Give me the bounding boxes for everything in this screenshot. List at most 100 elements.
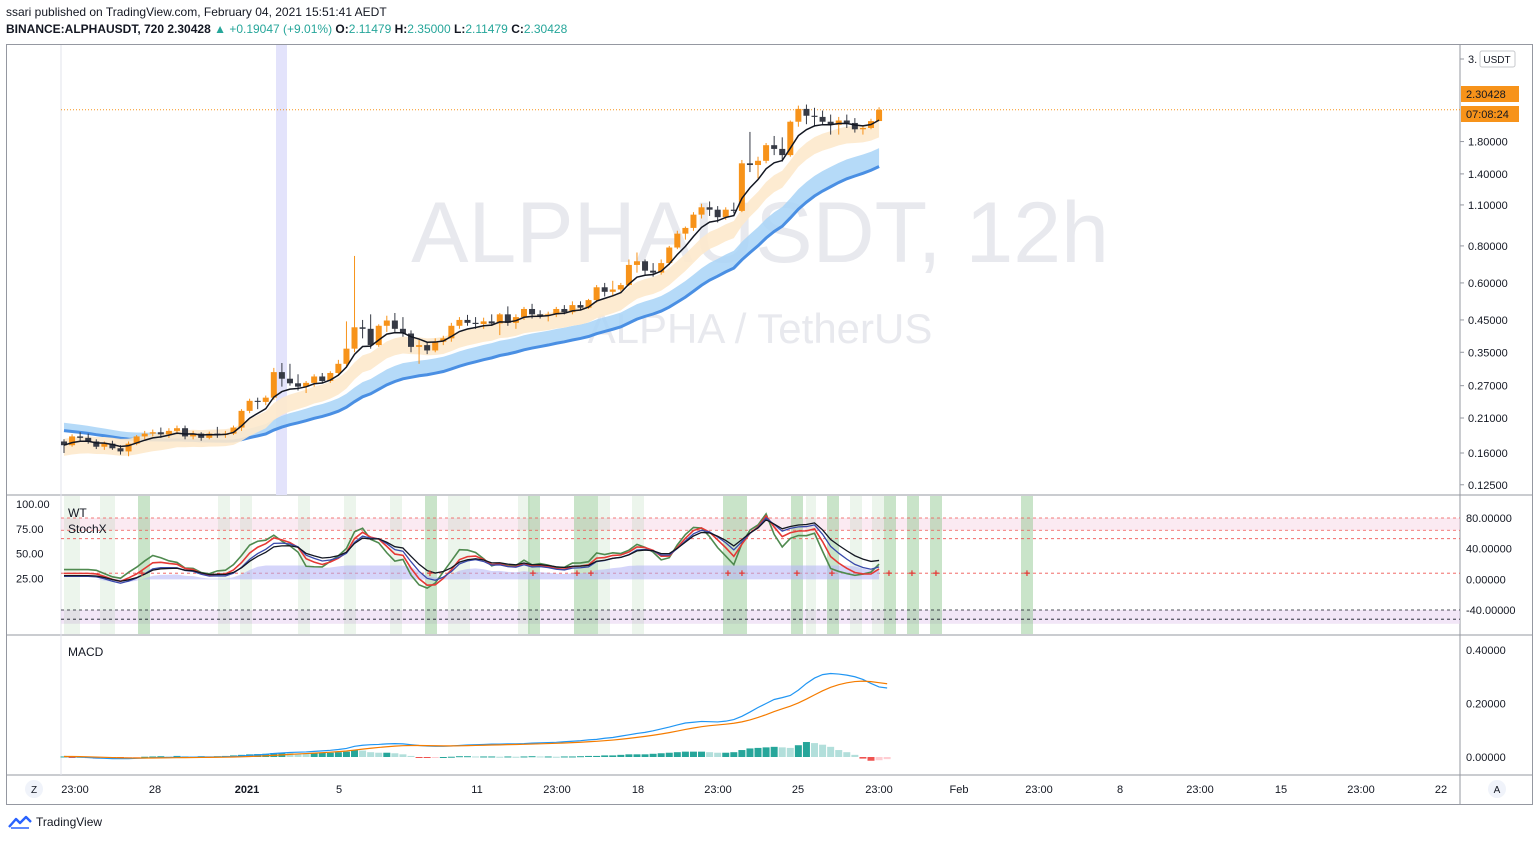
candle-body[interactable]	[650, 270, 657, 273]
candle-body[interactable]	[165, 430, 172, 435]
candle-body[interactable]	[730, 209, 737, 211]
candle-body[interactable]	[520, 308, 527, 318]
macd-pane[interactable]	[60, 672, 891, 761]
candle-body[interactable]	[593, 287, 600, 301]
candle-body[interactable]	[399, 328, 406, 334]
candle-body[interactable]	[811, 115, 818, 117]
time-axis[interactable]: 23:00 28 2021 5 11 23:00 18 23:00 25 23:00 Feb 23:0…	[61, 784, 1447, 796]
candle-body[interactable]	[480, 321, 487, 325]
candle-body[interactable]	[488, 321, 495, 324]
candle-body[interactable]	[738, 163, 745, 211]
candle-body[interactable]	[698, 207, 705, 215]
candle-body[interactable]	[787, 121, 794, 156]
candle-body[interactable]	[851, 122, 858, 130]
candle-body[interactable]	[690, 214, 697, 228]
candle-body[interactable]	[448, 325, 455, 339]
candle-body[interactable]	[803, 108, 810, 116]
candle-body[interactable]	[182, 428, 189, 437]
candle-body[interactable]	[601, 287, 608, 292]
candle-body[interactable]	[125, 443, 132, 452]
candle-body[interactable]	[859, 128, 866, 130]
candle-body[interactable]	[206, 433, 213, 438]
candle-body[interactable]	[642, 261, 649, 271]
candle-body[interactable]	[706, 207, 713, 210]
candle-body[interactable]	[674, 233, 681, 248]
candle-body[interactable]	[278, 372, 285, 379]
candle-body[interactable]	[109, 443, 116, 449]
candle-body[interactable]	[537, 314, 544, 316]
candle-body[interactable]	[658, 263, 665, 273]
candle-body[interactable]	[835, 120, 842, 125]
candle-body[interactable]	[609, 289, 616, 292]
candle-body[interactable]	[303, 382, 310, 387]
candle-body[interactable]	[625, 264, 632, 286]
candle-body[interactable]	[311, 376, 318, 383]
candle-body[interactable]	[351, 327, 358, 349]
candle-body[interactable]	[819, 116, 826, 122]
candle-body[interactable]	[682, 227, 689, 234]
candle-body[interactable]	[93, 441, 100, 447]
candle-body[interactable]	[464, 319, 471, 323]
candle-body[interactable]	[77, 436, 84, 438]
candle-body[interactable]	[456, 319, 463, 326]
currency-button[interactable]	[1479, 50, 1516, 68]
candle-body[interactable]	[286, 378, 293, 384]
candle-body[interactable]	[141, 433, 148, 437]
wt-pane[interactable]: + + + + + + + + + + + + +	[61, 496, 1460, 634]
candle-body[interactable]	[230, 427, 237, 434]
candle-body[interactable]	[270, 372, 277, 398]
price-axis[interactable]: 3. 1.80000 1.40000 1.10000 0.80000 0.60000 0.4…	[1460, 54, 1508, 492]
candle-body[interactable]	[633, 261, 640, 265]
candle-body[interactable]	[472, 322, 479, 325]
candle-body[interactable]	[319, 376, 326, 381]
zoom-button[interactable]	[25, 780, 43, 798]
candle-body[interactable]	[149, 432, 156, 434]
candle-body[interactable]	[391, 320, 398, 329]
macd-axis[interactable]: 0.40000 0.20000 0.00000	[1466, 645, 1506, 764]
candle-body[interactable]	[157, 432, 164, 435]
candle-body[interactable]	[432, 341, 439, 351]
symbol-name[interactable]: BINANCE:ALPHAUSDT, 720	[6, 22, 165, 36]
candle-body[interactable]	[763, 145, 770, 161]
candle-body[interactable]	[440, 338, 447, 342]
candle-body[interactable]	[101, 443, 108, 447]
candle-body[interactable]	[617, 285, 624, 290]
candle-body[interactable]	[295, 383, 302, 387]
candle-body[interactable]	[327, 372, 334, 381]
candle-body[interactable]	[561, 308, 568, 313]
candle-body[interactable]	[343, 348, 350, 364]
footer-brand[interactable]: TradingView	[36, 815, 103, 829]
candle-body[interactable]	[876, 109, 883, 122]
candle-body[interactable]	[254, 400, 261, 402]
candle-body[interactable]	[529, 308, 536, 315]
candle-body[interactable]	[714, 209, 721, 218]
price-pane[interactable]	[61, 104, 1460, 457]
candle-body[interactable]	[383, 320, 390, 326]
candle-body[interactable]	[746, 163, 753, 166]
candle-body[interactable]	[779, 148, 786, 156]
candle-body[interactable]	[133, 436, 140, 444]
candle-body[interactable]	[843, 120, 850, 123]
candle-body[interactable]	[238, 410, 245, 428]
candle-body[interactable]	[61, 441, 67, 446]
candle-body[interactable]	[173, 428, 180, 431]
candle-body[interactable]	[416, 345, 423, 347]
candle-body[interactable]	[569, 305, 576, 313]
candle-body[interactable]	[755, 160, 762, 166]
candle-body[interactable]	[190, 433, 197, 437]
candle-body[interactable]	[722, 209, 729, 218]
candle-body[interactable]	[553, 308, 560, 315]
auto-scale-button[interactable]	[1488, 780, 1506, 798]
candle-body[interactable]	[408, 333, 415, 347]
candle-body[interactable]	[795, 108, 802, 122]
candle-body[interactable]	[69, 436, 76, 446]
candle-body[interactable]	[335, 363, 342, 373]
candle-body[interactable]	[262, 397, 269, 402]
candle-body[interactable]	[827, 121, 834, 125]
candle-body[interactable]	[375, 325, 382, 346]
wt-left-axis[interactable]: 100.00 75.00 50.00 25.00	[16, 499, 50, 585]
candle-body[interactable]	[246, 400, 253, 411]
candle-body[interactable]	[771, 145, 778, 149]
candle-body[interactable]	[504, 314, 511, 323]
